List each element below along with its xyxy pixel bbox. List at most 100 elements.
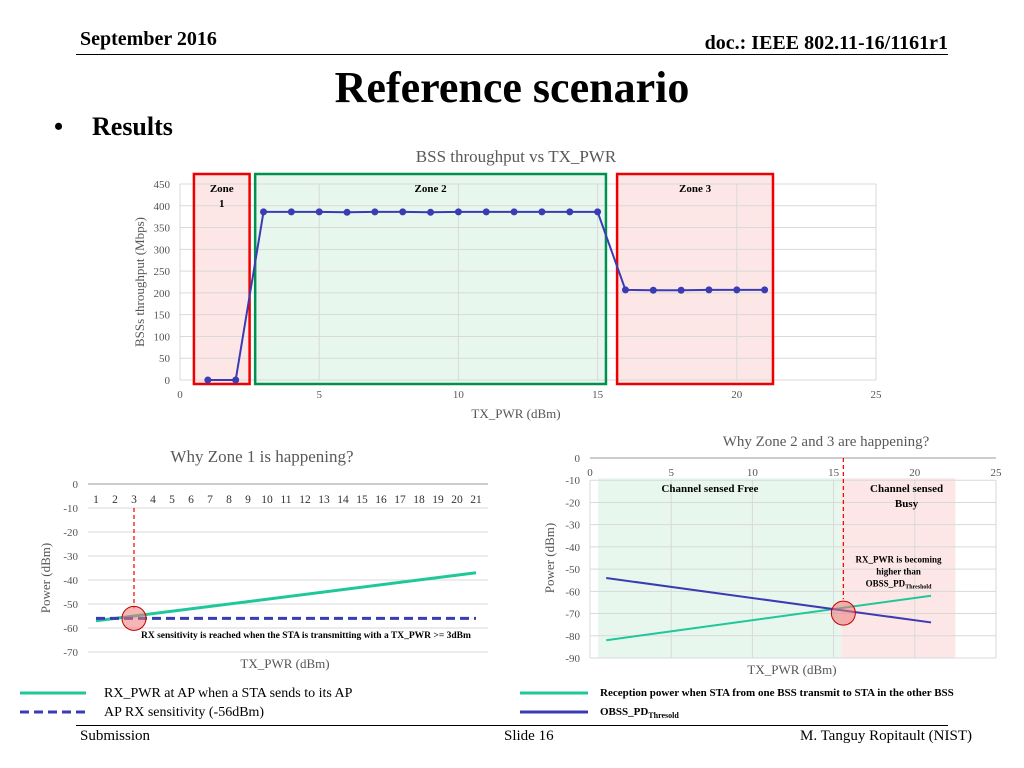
x-tick-label: 5 [169,494,175,506]
y-tick-label: 100 [154,331,171,343]
x-tick-label: 0 [177,389,183,401]
obss-pd-line [606,577,932,624]
x-tick-label: 4 [150,494,156,506]
y-axis-label: Power (dBm) [38,543,53,613]
zone-outline-2 [253,172,608,386]
header-date: September 2016 [80,28,217,50]
throughput-point [705,286,713,294]
y-tick-label: 400 [154,201,171,213]
legend-obss-pd-text: OBSS_PD [600,706,649,718]
bullet-symbol: • [54,112,64,141]
throughput-point [761,286,769,294]
x-tick-label: 8 [226,494,232,506]
x-tick-label: 18 [413,494,425,506]
x-tick-label: 20 [731,389,743,401]
throughput-point [260,208,268,216]
region-label-2: Channel sensed [870,483,943,495]
zone1-chart: Why Zone 1 is happening? 0 -10 -20 -30 -40 -50… [38,447,488,671]
zone-label-1: 1 [219,198,225,210]
x-tick-label: 7 [207,494,213,506]
y-tick-label: 150 [154,310,171,322]
y-tick-label: 0 [165,375,171,387]
x-tick-label: 10 [747,467,759,479]
x-tick-label: 9 [245,494,251,506]
zone23-annotation-obss: OBSS_PDThreshold [866,578,932,590]
bullet-results: Results [92,112,173,141]
zone23-annotation-line: RX_PWR is becoming [856,554,942,564]
y-tick-label: 50 [159,353,171,365]
x-tick-label: 13 [318,494,330,506]
header-doc-id: doc.: IEEE 802.11-16/1161r1 [704,32,948,54]
y-tick-label: -60 [63,623,78,635]
throughput-point [566,208,574,216]
x-tick-label: 20 [909,467,921,479]
x-tick-label: 10 [453,389,465,401]
region-fill-2 [841,478,956,658]
y-tick-label: 450 [154,179,171,191]
throughput-point [594,208,602,216]
header-divider [76,54,948,55]
y-tick-label: -90 [565,653,580,665]
zone1-annotation: RX sensitivity is reached when the STA i… [141,631,471,641]
x-tick-label: 15 [592,389,604,401]
annotation-obss-sub: Threshold [905,584,932,590]
zone23-annotation-line: higher than [876,566,921,576]
annotation-obss-text: OBSS_PD [866,578,906,588]
y-tick-label: 0 [73,479,79,491]
x-tick-label: 3 [131,494,137,506]
x-tick-label: 11 [280,494,291,506]
throughput-point [399,208,407,216]
x-tick-label: 16 [375,494,387,506]
zone-outline-1 [192,172,251,386]
throughput-point [482,208,490,216]
x-tick-label: 15 [828,467,840,479]
y-tick-label: -70 [63,647,78,659]
slide-title: Reference scenario [334,63,690,112]
intersection-marker [121,605,147,631]
x-tick-label: 12 [299,494,311,506]
rx-pwr-line [95,571,477,623]
footer-slide-number: Slide 16 [504,728,554,744]
y-tick-label: -50 [63,599,78,611]
x-axis-label: TX_PWR (dBm) [471,406,560,421]
footer-author: M. Tanguy Ropitault (NIST) [800,728,972,744]
zone-label-1: Zone [210,183,234,195]
throughput-point [343,208,351,216]
y-tick-label: -10 [565,475,580,487]
chart-title: Why Zone 2 and 3 are happening? [723,434,930,450]
throughput-point [427,208,435,216]
legend-label-rx-pwr: RX_PWR at AP when a STA sends to its AP [104,686,353,701]
legend-obss-pd-sub: Thresold [648,711,679,721]
legend-label-reception-power: Reception power when STA from one BSS tr… [600,687,954,699]
y-tick-label: -20 [565,497,580,509]
y-tick-label: -30 [63,551,78,563]
y-tick-label: -40 [63,575,78,587]
throughput-point [733,286,741,294]
throughput-point [315,208,323,216]
y-tick-label: -40 [565,542,580,554]
throughput-point [510,208,518,216]
throughput-chart: BSS throughput vs TX_PWR0501001502002503… [132,147,882,421]
region-label-2: Busy [895,498,919,510]
x-axis-label: TX_PWR (dBm) [240,656,329,671]
throughput-point [649,286,657,294]
y-tick-label: -50 [565,564,580,576]
legend-label-ap-sensitivity: AP RX sensitivity (-56dBm) [104,705,265,720]
y-axis-label: Power (dBm) [542,523,557,593]
zone-outline-3 [615,172,775,386]
x-tick-label: 14 [337,494,349,506]
y-tick-label: 0 [575,453,581,465]
x-tick-label: 20 [451,494,463,506]
x-tick-label: 15 [356,494,368,506]
x-tick-label: 19 [432,494,444,506]
x-tick-label: 25 [991,467,1003,479]
x-axis-label: TX_PWR (dBm) [747,662,836,677]
y-tick-label: 300 [154,244,171,256]
legend-label-obss-pd: OBSS_PDThresold [600,706,679,720]
x-tick-label: 21 [470,494,482,506]
y-tick-label: 250 [154,266,171,278]
x-tick-label: 2 [112,494,118,506]
x-tick-label: 5 [668,467,674,479]
y-axis-label: BSSs throughput (Mbps) [132,217,147,347]
region-fill-1 [598,478,842,658]
